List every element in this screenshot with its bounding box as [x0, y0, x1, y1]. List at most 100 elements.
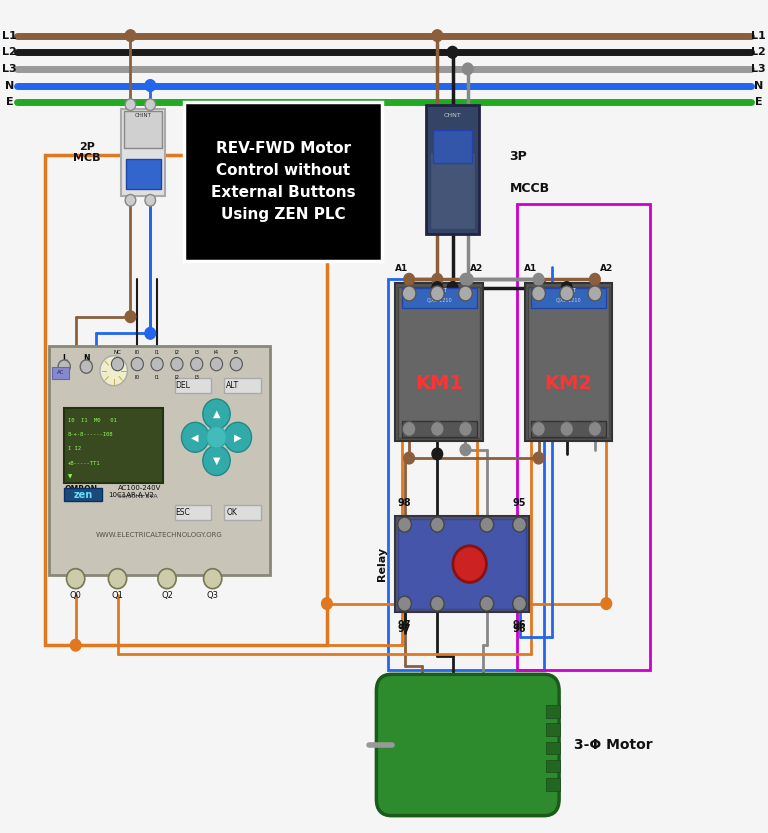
Circle shape: [513, 596, 526, 611]
Circle shape: [398, 517, 412, 532]
FancyBboxPatch shape: [124, 112, 163, 148]
Circle shape: [80, 360, 92, 373]
Circle shape: [203, 446, 230, 476]
Text: L: L: [61, 354, 67, 363]
Circle shape: [430, 286, 444, 301]
FancyBboxPatch shape: [433, 131, 472, 162]
Text: N: N: [83, 354, 90, 363]
Text: I0: I0: [134, 375, 140, 380]
Circle shape: [513, 517, 526, 532]
FancyBboxPatch shape: [546, 723, 560, 736]
Circle shape: [480, 517, 494, 532]
Text: L1: L1: [2, 31, 17, 41]
Circle shape: [398, 596, 412, 611]
Text: Q1: Q1: [111, 591, 124, 600]
Text: AC: AC: [57, 370, 64, 375]
Text: 8-+·8-·----I08: 8-+·8-·----I08: [68, 432, 114, 437]
Circle shape: [158, 569, 176, 589]
Circle shape: [588, 421, 602, 436]
Circle shape: [590, 273, 601, 285]
FancyBboxPatch shape: [224, 378, 260, 393]
Text: zen: zen: [74, 490, 93, 500]
Circle shape: [131, 357, 144, 371]
Text: E: E: [755, 97, 763, 107]
Text: N: N: [754, 81, 763, 91]
FancyBboxPatch shape: [224, 506, 260, 521]
Text: L1: L1: [751, 31, 766, 41]
Circle shape: [601, 598, 611, 610]
Circle shape: [458, 286, 472, 301]
Text: N: N: [5, 81, 14, 91]
Text: Q0: Q0: [70, 591, 81, 600]
FancyBboxPatch shape: [399, 287, 480, 438]
Text: L2: L2: [751, 47, 766, 57]
Circle shape: [210, 357, 223, 371]
Circle shape: [151, 357, 163, 371]
Text: I4: I4: [214, 350, 219, 355]
FancyBboxPatch shape: [429, 152, 475, 229]
Circle shape: [561, 282, 572, 293]
Circle shape: [432, 30, 442, 42]
FancyBboxPatch shape: [426, 105, 479, 233]
Text: A1: A1: [395, 264, 408, 273]
FancyBboxPatch shape: [531, 421, 606, 437]
Text: ESC: ESC: [176, 508, 190, 517]
Circle shape: [531, 286, 545, 301]
Circle shape: [145, 194, 156, 206]
Text: I3: I3: [194, 375, 199, 380]
FancyBboxPatch shape: [184, 102, 382, 261]
FancyBboxPatch shape: [398, 519, 526, 610]
Circle shape: [125, 99, 136, 111]
Circle shape: [432, 448, 442, 460]
Circle shape: [480, 596, 494, 611]
Circle shape: [170, 357, 183, 371]
FancyBboxPatch shape: [65, 408, 163, 483]
Text: ▲: ▲: [72, 487, 78, 496]
Text: Q3: Q3: [207, 591, 219, 600]
Text: 96: 96: [513, 625, 526, 635]
Text: E: E: [5, 97, 13, 107]
Text: CHINT: CHINT: [135, 113, 152, 118]
Text: ▼: ▼: [213, 456, 220, 466]
Text: 98: 98: [398, 498, 412, 508]
Circle shape: [430, 421, 444, 436]
Text: ▶: ▶: [234, 432, 242, 442]
Text: ▲: ▲: [213, 409, 220, 419]
Circle shape: [203, 399, 230, 429]
FancyBboxPatch shape: [528, 287, 609, 438]
FancyBboxPatch shape: [121, 109, 165, 196]
Circle shape: [460, 273, 471, 285]
Circle shape: [181, 422, 209, 452]
Text: I0: I0: [134, 350, 140, 355]
Text: KM1: KM1: [415, 374, 463, 392]
Circle shape: [145, 327, 156, 339]
Text: 10C1AR-A-V2: 10C1AR-A-V2: [108, 491, 154, 497]
Text: OK: OK: [227, 508, 238, 517]
Text: I3: I3: [194, 350, 199, 355]
Circle shape: [462, 273, 473, 285]
Text: ▼: ▼: [68, 475, 72, 480]
Text: ALT: ALT: [226, 382, 239, 390]
Text: CJX2-1210: CJX2-1210: [426, 298, 452, 303]
FancyBboxPatch shape: [531, 287, 606, 308]
Text: I5: I5: [233, 350, 239, 355]
Text: AC100-240V: AC100-240V: [118, 485, 161, 491]
Circle shape: [125, 194, 136, 206]
Circle shape: [560, 286, 574, 301]
Text: 50/60Hz 8VA: 50/60Hz 8VA: [118, 493, 157, 498]
FancyBboxPatch shape: [52, 367, 69, 379]
FancyBboxPatch shape: [376, 674, 559, 816]
Text: L3: L3: [751, 64, 766, 74]
Circle shape: [125, 30, 136, 42]
Text: 96: 96: [513, 621, 526, 631]
Text: WWW.ELECTRICALTECHNOLOGY.ORG: WWW.ELECTRICALTECHNOLOGY.ORG: [96, 531, 223, 537]
Text: CHINT: CHINT: [431, 287, 448, 292]
FancyBboxPatch shape: [396, 516, 528, 612]
Text: 3P: 3P: [510, 150, 528, 162]
Text: 95: 95: [513, 498, 526, 508]
Circle shape: [430, 517, 444, 532]
Text: I2: I2: [174, 350, 180, 355]
Text: I2: I2: [174, 375, 180, 380]
FancyBboxPatch shape: [396, 283, 483, 441]
Circle shape: [533, 273, 544, 285]
